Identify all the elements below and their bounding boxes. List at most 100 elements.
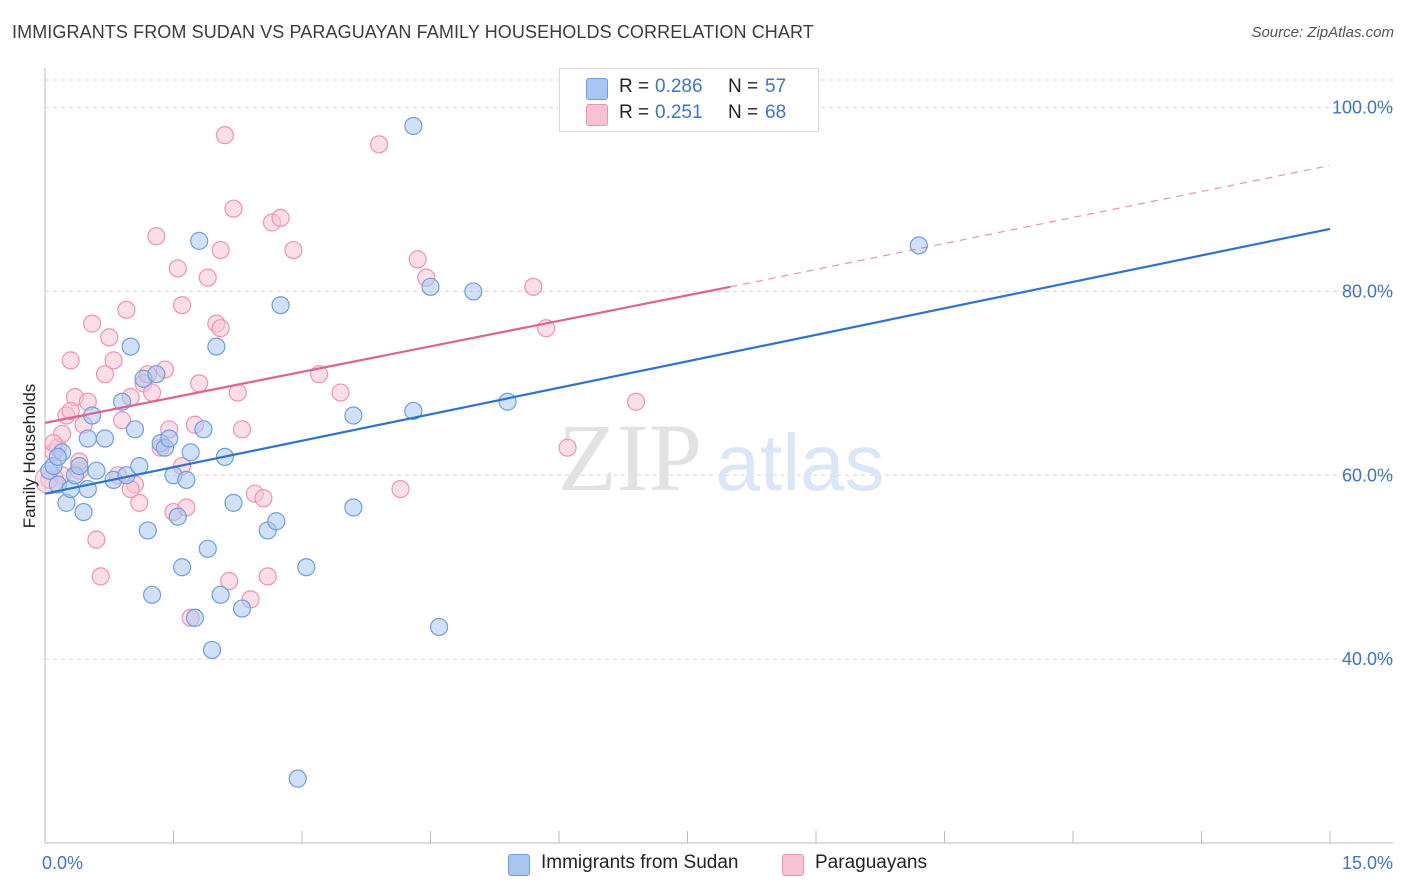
point-paraguayans [211,319,230,338]
point-sudan [404,401,423,421]
y-axis-label: Family Households [20,383,39,529]
gridlines [45,79,1393,660]
watermark: ZIP atlas [558,404,884,511]
point-sudan [95,429,115,448]
point-paraguayans [95,365,115,384]
point-paraguayans [258,567,277,586]
point-paraguayans [91,567,110,586]
point-sudan [429,617,449,637]
point-sudan [160,429,179,448]
point-sudan [190,231,209,250]
trend-line-paraguayans [44,285,731,424]
point-sudan [168,507,187,526]
point-sudan [344,406,363,425]
point-paraguayans [215,126,234,145]
point-sudan [198,539,217,558]
series-paraguayans [34,126,646,627]
point-sudan [288,769,307,788]
point-sudan [194,420,213,439]
point-paraguayans [147,227,166,246]
stats-legend: R = 0.286 N = 57 R = 0.251 N = 68 [559,68,819,132]
point-sudan [498,392,517,411]
x-tick-label: 0.0% [42,853,83,873]
point-sudan [48,447,67,467]
legend-r-label: R = [619,102,650,123]
point-sudan [344,498,363,517]
point-sudan [185,608,205,627]
point-paraguayans [112,411,132,430]
legend-swatch-paraguayans [586,104,608,126]
point-paraguayans [271,208,290,227]
point-paraguayans [224,199,243,218]
legend-r-label: R = [619,76,650,97]
point-paraguayans [83,314,102,333]
legend-swatch-sudan [586,78,608,100]
tick-labels: 40.0% 60.0% 80.0% 100.0% 0.0% 15.0% [42,98,1393,873]
point-paraguayans [220,571,239,591]
point-paraguayans [558,438,577,457]
point-sudan [297,558,316,577]
point-sudan [267,512,286,531]
legend-row-sudan: R = 0.286 N = 57 [560,75,818,101]
point-paraguayans [172,296,192,315]
legend-r-value: 0.286 [655,76,703,97]
axes [44,68,1393,844]
point-paraguayans [61,401,80,421]
point-paraguayans [391,479,410,499]
y-tick-label: 100.0% [1332,98,1393,118]
y-tick-label: 40.0% [1342,649,1393,669]
point-paraguayans [87,530,106,549]
y-tick-label: 80.0% [1342,281,1393,301]
point-paraguayans [524,277,543,296]
point-paraguayans [254,489,273,508]
point-sudan [202,640,222,660]
point-sudan [70,456,89,476]
trend-line-paraguayans-extension [730,164,1331,288]
point-sudan [121,337,140,356]
watermark-zip: ZIP [558,404,702,511]
point-sudan [142,585,162,604]
point-sudan [138,521,157,540]
point-paraguayans [130,493,149,512]
point-sudan [464,282,483,301]
x-tick-label: 15.0% [1342,853,1393,873]
point-sudan [909,236,928,255]
point-sudan [421,277,440,296]
point-paraguayans [284,240,303,260]
point-paraguayans [370,135,389,154]
legend-row-paraguayans: R = 0.251 N = 68 [560,101,818,127]
legend-r-value: 0.251 [655,102,703,123]
legend-swatch-sudan [508,854,530,876]
point-sudan [181,443,200,462]
legend-n-value: 68 [765,102,787,123]
legend-label-paraguayans: Paraguayans [815,852,927,873]
watermark-atlas: atlas [716,418,885,507]
trend-line-sudan [44,227,1331,495]
point-sudan [172,558,192,577]
legend-n-value: 57 [765,76,787,97]
point-sudan [125,420,145,439]
point-sudan [211,585,230,604]
point-paraguayans [168,259,187,278]
legend-label-sudan: Immigrants from Sudan [541,852,739,873]
point-paraguayans [211,240,230,260]
point-paraguayans [198,268,217,287]
chart-title: IMMIGRANTS FROM SUDAN VS PARAGUAYAN FAMI… [12,22,814,42]
point-sudan [74,502,93,522]
y-tick-label: 60.0% [1342,465,1393,485]
point-paraguayans [626,392,646,411]
point-paraguayans [104,351,123,370]
point-paraguayans [190,374,209,393]
point-sudan [224,493,243,512]
point-sudan [87,461,106,480]
point-sudan [147,365,166,384]
point-paraguayans [100,328,119,347]
point-sudan [177,470,196,489]
point-paraguayans [232,420,252,439]
series-sudan [40,116,928,788]
chart-source: Source: ZipAtlas.com [1251,24,1394,41]
point-sudan [271,296,290,315]
point-sudan [404,116,423,136]
